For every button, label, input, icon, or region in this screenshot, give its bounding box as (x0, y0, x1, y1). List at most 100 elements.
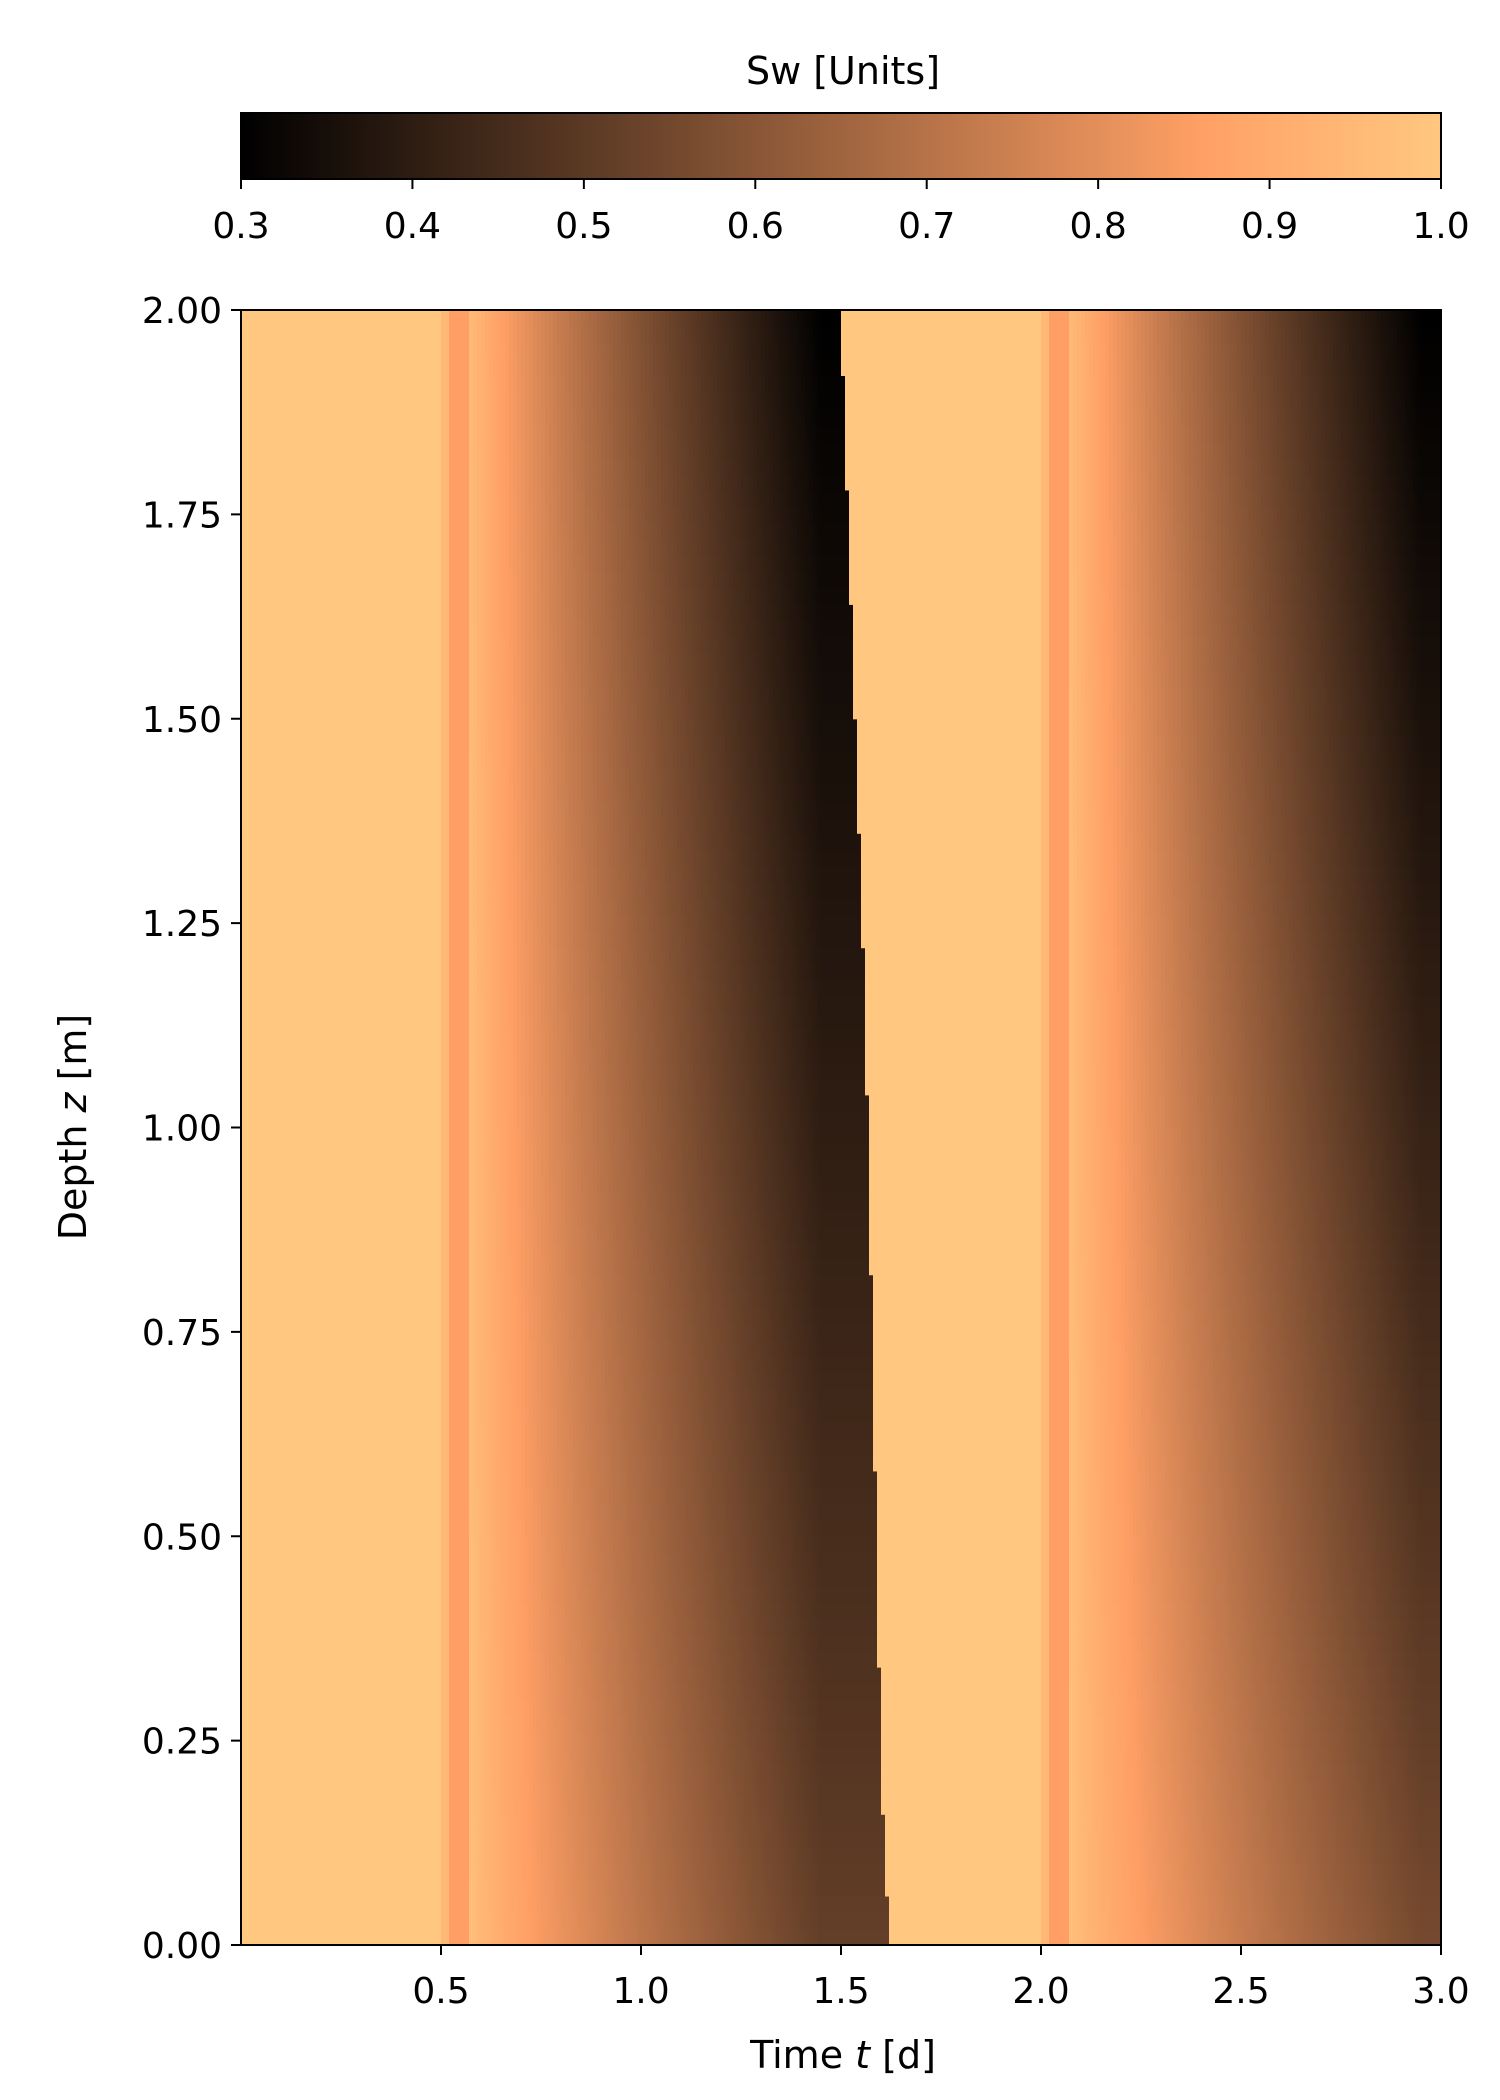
heatmap-cell (361, 1536, 366, 1554)
heatmap-cell (325, 1716, 330, 1734)
heatmap-cell (361, 865, 366, 883)
heatmap-cell (277, 473, 282, 491)
heatmap-cell (241, 1225, 246, 1243)
heatmap-cell (345, 620, 350, 638)
heatmap-cell (277, 1748, 282, 1766)
heatmap-cell (333, 718, 338, 736)
heatmap-cell (317, 1797, 322, 1815)
heatmap-cell (373, 1078, 378, 1096)
heatmap-cell (321, 1781, 326, 1799)
heatmap-cell (433, 522, 438, 540)
heatmap-cell (269, 882, 274, 900)
heatmap-cell (361, 718, 366, 736)
heatmap-cell (333, 1536, 338, 1554)
heatmap-cell (297, 751, 302, 769)
heatmap-cell (325, 604, 330, 622)
heatmap-cell (341, 1258, 346, 1276)
heatmap-cell (269, 1454, 274, 1472)
heatmap-cell (357, 1062, 362, 1080)
heatmap-cell (309, 1519, 314, 1537)
heatmap-cell (413, 1192, 418, 1210)
heatmap-cell (257, 1503, 262, 1521)
heatmap-cell (417, 1667, 422, 1684)
heatmap-cell (401, 1094, 406, 1112)
heatmap-cell (273, 637, 278, 654)
heatmap-cell (433, 1519, 438, 1537)
heatmap-cell (433, 1078, 438, 1096)
heatmap-cell (285, 784, 290, 802)
heatmap-cell (277, 637, 282, 654)
heatmap-cell (293, 1732, 298, 1750)
heatmap-cell (333, 931, 338, 949)
heatmap-cell (253, 1830, 258, 1848)
heatmap-cell (405, 1323, 410, 1341)
heatmap-cell (313, 718, 318, 736)
heatmap-cell (305, 359, 310, 376)
heatmap-cell (253, 1765, 258, 1783)
heatmap-cell (245, 1814, 250, 1832)
heatmap-cell (421, 1895, 426, 1913)
heatmap-cell (325, 735, 330, 753)
heatmap-cell (409, 1487, 414, 1505)
heatmap-cell (253, 669, 258, 687)
heatmap-cell (433, 1062, 438, 1080)
heatmap-cell (365, 408, 370, 426)
heatmap-cell (373, 1650, 378, 1668)
heatmap-cell (345, 1568, 350, 1586)
heatmap-cell (329, 1519, 334, 1537)
heatmap-cell (293, 1127, 298, 1145)
heatmap-cell (425, 816, 430, 834)
heatmap-cell (273, 1160, 278, 1178)
heatmap-cell (329, 784, 334, 802)
heatmap-cell (373, 686, 378, 703)
heatmap-cell (293, 1814, 298, 1832)
heatmap-cell (373, 1667, 378, 1684)
heatmap-cell (245, 1192, 250, 1210)
heatmap-cell (409, 1013, 414, 1030)
heatmap-cell (377, 571, 382, 589)
heatmap-cell (297, 996, 302, 1014)
heatmap-cell (269, 1552, 274, 1570)
heatmap-cell (305, 391, 310, 409)
heatmap-cell (281, 1765, 286, 1783)
heatmap-cell (365, 1487, 370, 1505)
heatmap-cell (265, 1846, 270, 1864)
heatmap-cell (357, 800, 362, 818)
heatmap-cell (417, 964, 422, 981)
heatmap-cell (305, 784, 310, 802)
heatmap-cell (429, 1863, 434, 1881)
heatmap-cell (377, 669, 382, 687)
heatmap-cell (369, 1274, 374, 1292)
heatmap-cell (257, 1846, 262, 1864)
heatmap-cell (361, 1111, 366, 1129)
heatmap-cell (269, 751, 274, 769)
heatmap-cell (329, 1078, 334, 1096)
heatmap-cell (401, 1634, 406, 1652)
heatmap-cell (349, 1307, 354, 1325)
heatmap-cell (361, 1176, 366, 1194)
heatmap-cell (269, 1389, 274, 1407)
heatmap-cell (405, 1748, 410, 1766)
heatmap-cell (425, 1585, 430, 1603)
heatmap-cell (265, 1127, 270, 1145)
heatmap-cell (253, 947, 258, 965)
heatmap-cell (345, 1650, 350, 1668)
heatmap-cell (245, 1928, 250, 1945)
heatmap-cell (381, 800, 386, 818)
heatmap-cell (333, 882, 338, 900)
heatmap-cell (337, 1879, 342, 1897)
heatmap-cell (265, 342, 270, 360)
heatmap-cell (389, 653, 394, 671)
heatmap-cell (253, 1503, 258, 1521)
heatmap-cell (405, 1732, 410, 1750)
heatmap-cell (421, 669, 426, 687)
heatmap-cell (333, 1830, 338, 1848)
heatmap-cell (345, 1291, 350, 1308)
heatmap-cell (337, 1797, 342, 1815)
heatmap-cell (289, 1470, 294, 1488)
heatmap-cell (381, 538, 386, 556)
heatmap-cell (329, 620, 334, 638)
heatmap-cell (281, 964, 286, 981)
heatmap-cell (253, 914, 258, 932)
heatmap-cell (365, 1291, 370, 1308)
